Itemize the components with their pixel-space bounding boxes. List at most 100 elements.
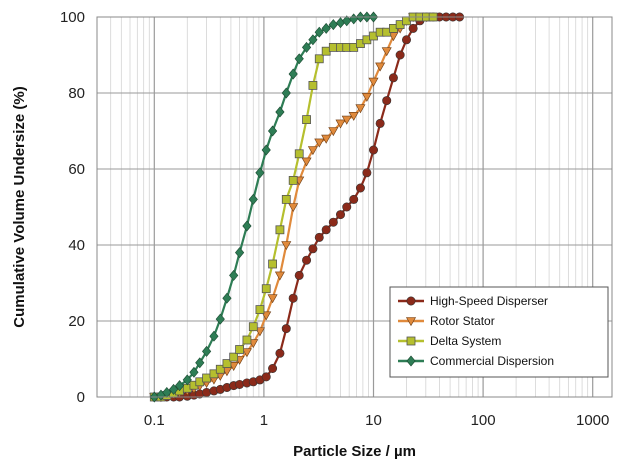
legend-marker [406,336,416,346]
data-point-high-speed-disperser [388,73,398,83]
legend-label: Commercial Dispersion [430,354,554,368]
data-point-rotor-stator [307,146,318,156]
data-point-rotor-stator [241,348,252,358]
data-point-rotor-stator [341,115,352,125]
data-point-commercial-dispersion [229,269,239,281]
legend-marker [406,296,416,306]
data-point-high-speed-disperser [349,194,359,204]
plot-border [96,16,613,398]
x-axis-title: Particle Size / µm [293,443,416,460]
data-point-rotor-stator [361,93,372,102]
x-tick-label: 10 [365,412,382,429]
data-point-high-speed-disperser [281,324,291,334]
data-point-high-speed-disperser [408,23,418,33]
data-point-commercial-dispersion [222,292,232,304]
legend-marker [405,317,417,327]
data-point-delta-system [222,359,232,368]
data-point-high-speed-disperser [328,217,338,227]
data-point-high-speed-disperser [275,348,285,358]
x-tick-label: 1000 [576,412,609,429]
data-point-high-speed-disperser [268,363,278,373]
data-point-rotor-stator [375,62,386,72]
data-point-high-speed-disperser [235,379,245,389]
data-point-rotor-stator [348,112,359,121]
data-point-delta-system [235,345,244,354]
data-point-delta-system [261,284,271,294]
x-tick-label: 0.1 [144,412,165,429]
data-point-high-speed-disperser [202,387,212,397]
legend-item-rotor-stator: Rotor Stator [398,314,495,328]
data-point-commercial-dispersion [169,383,179,395]
data-point-commercial-dispersion [242,220,252,232]
legend: High-Speed Disperser Rotor Stator Delta Sy… [389,286,609,378]
data-point-commercial-dispersion [182,374,192,386]
data-point-commercial-dispersion [209,330,219,342]
series-commercial-dispersion [149,11,379,403]
data-point-rotor-stator [267,294,278,304]
data-point-delta-system [248,322,258,332]
y-tick-label: 40 [68,237,85,254]
y-tick-label: 100 [60,9,85,26]
legend-item-commercial-dispersion: Commercial Dispersion [398,354,554,368]
data-point-delta-system [314,54,324,64]
data-point-rotor-stator [281,241,292,251]
data-point-rotor-stator [314,138,325,148]
data-point-high-speed-disperser [261,372,271,382]
data-point-commercial-dispersion [321,22,331,34]
data-point-rotor-stator [328,127,339,137]
data-point-commercial-dispersion [234,247,245,259]
data-point-delta-system [302,115,311,124]
data-point-commercial-dispersion [294,53,304,65]
x-tick-label: 1 [260,412,268,429]
data-point-high-speed-disperser [321,225,331,235]
data-point-high-speed-disperser [395,50,405,60]
data-point-rotor-stator [301,157,312,167]
data-point-delta-system [308,81,318,90]
data-point-delta-system [275,225,285,235]
data-point-delta-system [229,352,239,362]
legend-item-high-speed-disperser: High-Speed Disperser [398,294,548,308]
data-point-delta-system [288,175,298,185]
data-point-high-speed-disperser [314,232,324,242]
y-axis-title: Cumulative Volume Undersize (%) [11,86,28,327]
data-point-commercial-dispersion [281,87,291,99]
legend-label: Rotor Stator [430,314,495,328]
data-point-commercial-dispersion [174,380,185,392]
data-point-commercial-dispersion [275,106,285,118]
data-point-delta-system [242,335,252,345]
legend-marker [406,355,416,367]
data-point-commercial-dispersion [202,345,212,357]
data-point-delta-system [281,194,291,204]
data-point-delta-system [255,305,265,315]
data-point-rotor-stator [335,119,346,129]
y-tick-labels: 0 20 40 60 80 100 [60,9,85,406]
data-point-delta-system [209,369,219,379]
data-point-rotor-stator [355,104,366,114]
legend-box [389,286,609,378]
data-point-rotor-stator [228,362,239,371]
y-tick-label: 60 [68,161,85,178]
data-point-rotor-stator [254,327,265,337]
data-point-high-speed-disperser [288,293,298,303]
data-point-high-speed-disperser [302,255,312,265]
y-tick-label: 20 [68,313,85,330]
data-point-commercial-dispersion [314,26,324,38]
data-point-rotor-stator [368,77,379,87]
data-point-commercial-dispersion [248,193,258,205]
data-point-rotor-stator [321,134,332,144]
x-tick-labels: 0.1 1 10 100 1000 [144,412,610,429]
data-point-high-speed-disperser [401,35,411,45]
data-point-delta-system [268,259,277,269]
data-point-commercial-dispersion [261,144,271,156]
data-point-commercial-dispersion [255,167,265,179]
data-point-high-speed-disperser [355,183,365,193]
data-point-high-speed-disperser [362,168,372,178]
data-point-rotor-stator [274,271,285,281]
data-point-rotor-stator [381,47,392,57]
data-point-high-speed-disperser [342,202,352,212]
data-point-high-speed-disperser [382,96,392,106]
data-point-commercial-dispersion [308,34,318,46]
data-point-high-speed-disperser [369,145,379,155]
data-point-delta-system [294,149,304,159]
